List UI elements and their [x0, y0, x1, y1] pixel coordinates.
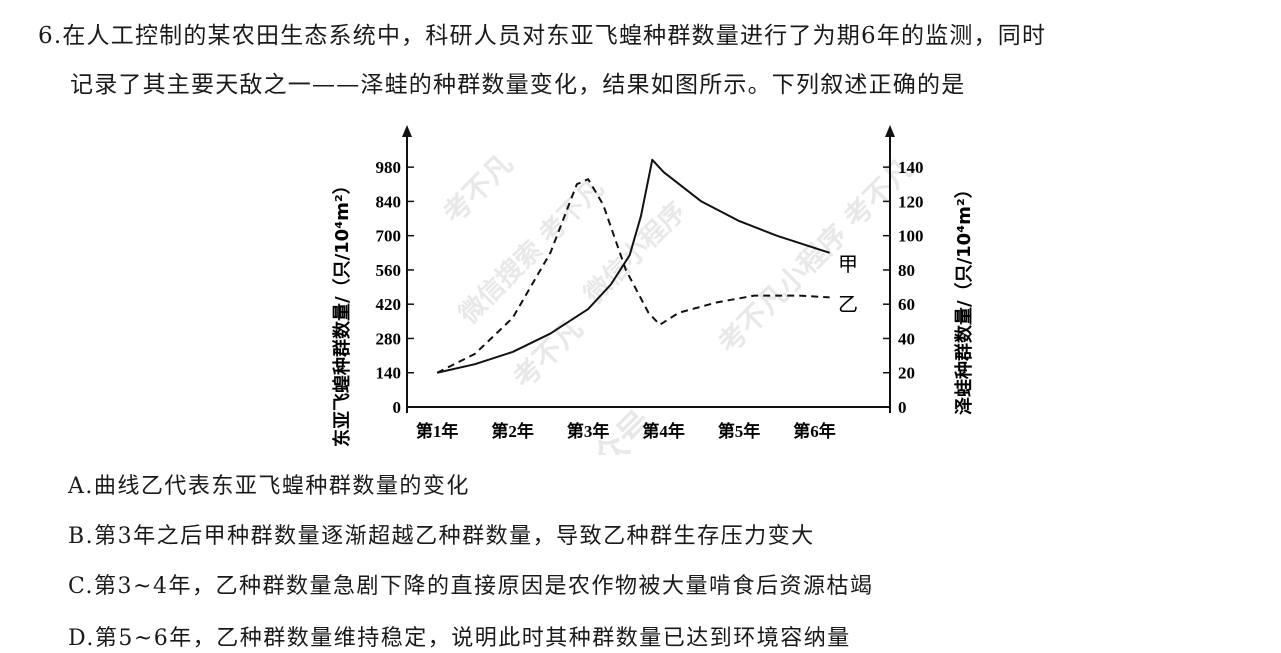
- right-tick-label: 0: [898, 398, 907, 417]
- option-d[interactable]: D.第5~6年，乙种群数量维持稳定，说明此时其种群数量已达到环境容纳量: [68, 620, 851, 652]
- option-letter: B.: [68, 524, 95, 549]
- option-c[interactable]: C.第3~4年，乙种群数量急剧下降的直接原因是农作物被大量啃食后资源枯竭: [68, 568, 873, 600]
- series-line-jia: [436, 158, 830, 374]
- question-stem-line-1: 6.在人工控制的某农田生态系统中，科研人员对东亚飞蝗种群数量进行了为期6年的监测…: [38, 16, 1046, 50]
- option-b[interactable]: B.第3年之后甲种群数量逐渐超越乙种群数量，导致乙种群生存压力变大: [68, 518, 815, 550]
- right-axis-arrow: [885, 125, 895, 137]
- right-tick-label: 140: [898, 158, 924, 177]
- option-text: 第3~4年，乙种群数量急剧下降的直接原因是农作物被大量啃食后资源枯竭: [94, 574, 874, 599]
- series-label-jia: 甲: [838, 252, 858, 276]
- watermark-text: 考不凡: [507, 312, 590, 395]
- question-stem-line-2: 记录了其主要天敌之一——泽蛙的种群数量变化，结果如图所示。下列叙述正确的是: [70, 72, 966, 98]
- series-line-yi: [436, 178, 830, 374]
- series-layer: [436, 158, 830, 374]
- question-text-1: 在人工控制的某农田生态系统中，科研人员对东亚飞蝗种群数量进行了为期6年的监测，同…: [62, 23, 1047, 49]
- left-tick-label: 700: [376, 227, 402, 246]
- series-label-yi: 乙: [838, 292, 858, 316]
- option-letter: C.: [68, 574, 95, 599]
- left-axis-title: 东亚飞蝗种群数量/（只/10⁴m²）: [331, 176, 353, 447]
- x-tick-label: 第3年: [567, 421, 610, 441]
- left-axis-ticks: 0 140 280 420 560 700 840 980: [376, 158, 414, 417]
- right-tick-label: 100: [898, 227, 924, 246]
- right-axis-title: 泽蛙种群数量/（只/10⁴m²）: [953, 180, 975, 415]
- option-a[interactable]: A.曲线乙代表东亚飞蝗种群数量的变化: [68, 468, 470, 500]
- right-tick-label: 120: [898, 192, 924, 211]
- x-tick-label: 第6年: [793, 421, 836, 441]
- population-chart: 考不凡 微信搜索 考不凡 微信小程序 考不凡 考不凡小程序 考不凡 微信公众号 …: [331, 125, 975, 455]
- left-tick-label: 840: [376, 192, 402, 211]
- x-tick-label: 第1年: [416, 421, 459, 441]
- option-text: 第3年之后甲种群数量逐渐超越乙种群数量，导致乙种群生存压力变大: [94, 524, 815, 549]
- option-text: 第5~6年，乙种群数量维持稳定，说明此时其种群数量已达到环境容纳量: [94, 626, 851, 651]
- option-text: 曲线乙代表东亚飞蝗种群数量的变化: [93, 474, 470, 499]
- x-tick-label: 第4年: [642, 421, 685, 441]
- watermark-text: 考不凡小程序 考不凡: [712, 152, 920, 360]
- left-axis-arrow: [402, 125, 412, 137]
- option-letter: A.: [68, 474, 94, 499]
- left-tick-label: 560: [376, 261, 402, 280]
- x-axis-ticks: 第1年 第2年 第3年 第4年 第5年 第6年: [416, 421, 836, 441]
- left-tick-label: 140: [376, 364, 402, 383]
- right-tick-label: 60: [898, 295, 915, 314]
- x-tick-label: 第2年: [491, 421, 534, 441]
- right-tick-label: 40: [898, 329, 915, 348]
- left-tick-label: 980: [376, 158, 402, 177]
- watermark-text: 考不凡: [437, 147, 520, 230]
- right-tick-label: 20: [898, 364, 915, 383]
- question-number: 6.: [38, 23, 63, 49]
- right-tick-label: 80: [898, 261, 915, 280]
- left-tick-label: 280: [376, 329, 402, 348]
- watermark-text: 微信小程序: [577, 196, 692, 311]
- option-letter: D.: [68, 626, 95, 651]
- left-tick-label: 0: [393, 398, 402, 417]
- left-tick-label: 420: [376, 295, 402, 314]
- x-tick-label: 第5年: [718, 421, 761, 441]
- right-axis-ticks: 0 20 40 60 80 100 120 140: [883, 158, 924, 417]
